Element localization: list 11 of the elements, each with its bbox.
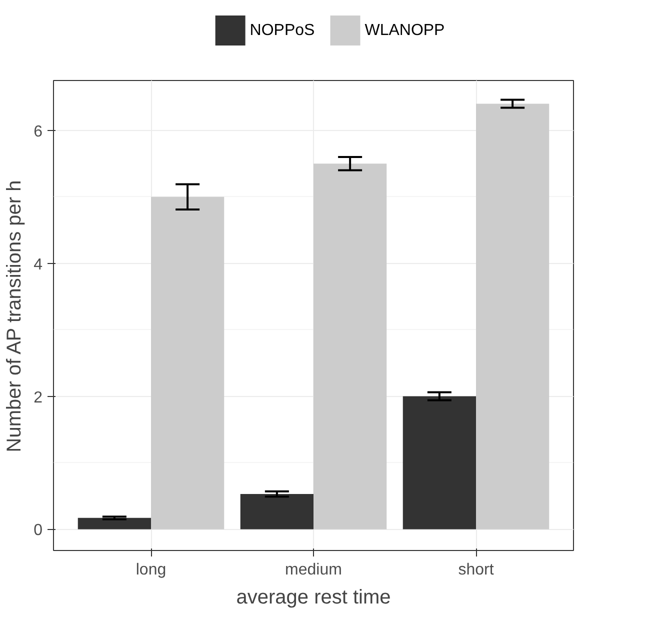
y-tick-label: 4 <box>34 256 43 274</box>
y-tick-label: 6 <box>34 123 43 140</box>
y-tick-label: 2 <box>34 389 43 406</box>
x-tick-label: short <box>458 562 494 578</box>
y-axis-title: Number of AP transitions per h <box>4 180 26 452</box>
x-tick-label: medium <box>285 562 342 578</box>
legend-label: NOPPoS <box>250 22 315 39</box>
y-tick-label: 0 <box>34 522 43 540</box>
x-axis-title: average rest time <box>236 586 391 608</box>
legend-label: WLANOPP <box>364 22 445 39</box>
x-tick-label: long <box>136 562 166 578</box>
